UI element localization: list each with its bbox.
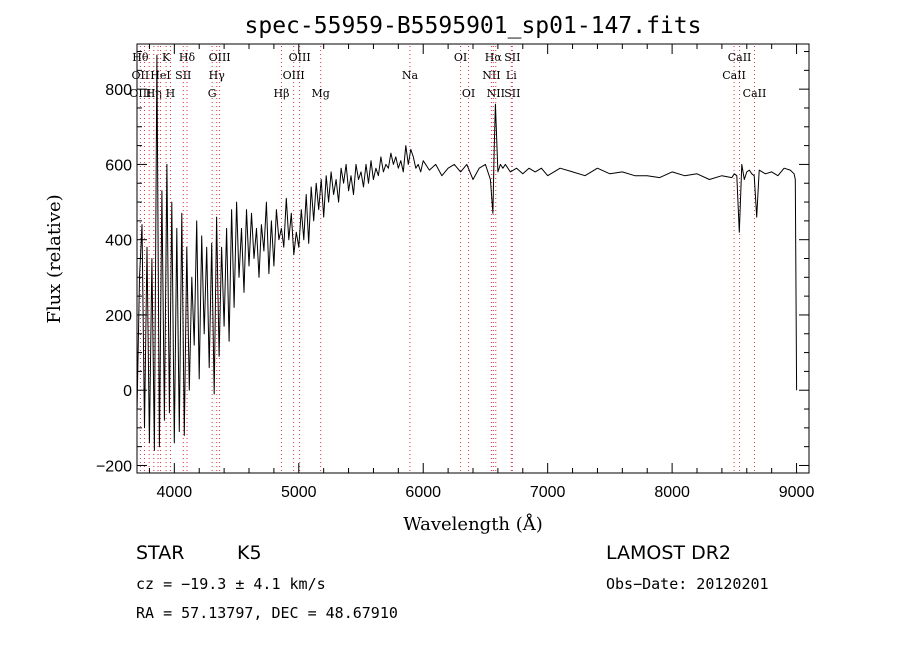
x-tick-label: 9000 <box>779 484 815 501</box>
coordinates-readout: RA = 57.13797, DEC = 48.67910 <box>136 604 398 622</box>
emission-line-markers: HθOIIOIIIHηHeIKHSIIHδGHγOIIIHβOIIIOIIIMg… <box>129 46 766 471</box>
y-tick-label: −200 <box>96 458 132 475</box>
emission-line-label: Hα <box>485 51 503 64</box>
survey-label: LAMOST DR2 <box>606 542 731 564</box>
emission-line-label: OII <box>132 69 150 82</box>
emission-line-label: SII <box>504 87 520 100</box>
y-axis-label: Flux (relative) <box>44 194 65 323</box>
class-label: STAR <box>136 542 185 564</box>
subclass-label: K5 <box>237 542 262 564</box>
emission-line-label: CaII <box>722 69 746 82</box>
y-tick-label: 600 <box>105 157 132 174</box>
emission-line-label: G <box>208 87 217 100</box>
emission-line-label: K <box>162 51 171 64</box>
emission-line-label: Li <box>506 69 517 82</box>
y-tick-label: 200 <box>105 308 132 325</box>
emission-line-label: NII <box>487 87 505 100</box>
emission-line-label: NII <box>482 69 500 82</box>
axes: 4000 5000 6000 7000 8000 9000 −200 0 200 400 600 80… <box>96 44 815 501</box>
redshift-readout: cz = −19.3 ± 4.1 km/s <box>136 575 326 593</box>
emission-line-label: SII <box>504 51 520 64</box>
x-tick-label: 8000 <box>654 484 690 501</box>
chart-title: spec-55959-B5595901_sp01-147.fits <box>245 13 702 39</box>
emission-line-label: CaII <box>728 51 752 64</box>
emission-line-label: OI <box>454 51 467 64</box>
emission-line-label: H <box>166 87 176 100</box>
plot-frame <box>136 43 810 474</box>
emission-line-label: Hγ <box>209 69 226 82</box>
y-tick-label: 800 <box>105 82 132 99</box>
emission-line-label: OIII <box>209 51 231 64</box>
x-tick-label: 7000 <box>530 484 566 501</box>
emission-line-label: OIII <box>283 69 305 82</box>
emission-line-label: HeI <box>150 69 170 82</box>
emission-line-label: SII <box>175 69 191 82</box>
emission-line-label: Mg <box>312 87 330 100</box>
spectrum-line-0 <box>136 54 798 451</box>
emission-line-label: OIII <box>289 51 311 64</box>
obs-date-readout: Obs−Date: 20120201 <box>606 575 769 593</box>
x-axis-label: Wavelength (Å) <box>403 513 543 535</box>
x-tick-label: 6000 <box>405 484 441 501</box>
emission-line-label: Hδ <box>179 51 196 64</box>
emission-line-label: Hβ <box>274 87 290 100</box>
y-tick-label: 0 <box>123 383 132 400</box>
emission-line-label: Hθ <box>132 51 149 64</box>
x-tick-label: 5000 <box>281 484 317 501</box>
x-tick-label: 4000 <box>157 484 193 501</box>
emission-line-label: Na <box>402 69 419 82</box>
emission-line-label: CaII <box>743 87 767 100</box>
emission-line-label: Hη <box>146 87 162 100</box>
emission-line-label: OIII <box>129 87 151 100</box>
y-tick-label: 400 <box>105 233 132 250</box>
spectrum-series <box>136 54 798 451</box>
emission-line-label: OI <box>462 87 475 100</box>
